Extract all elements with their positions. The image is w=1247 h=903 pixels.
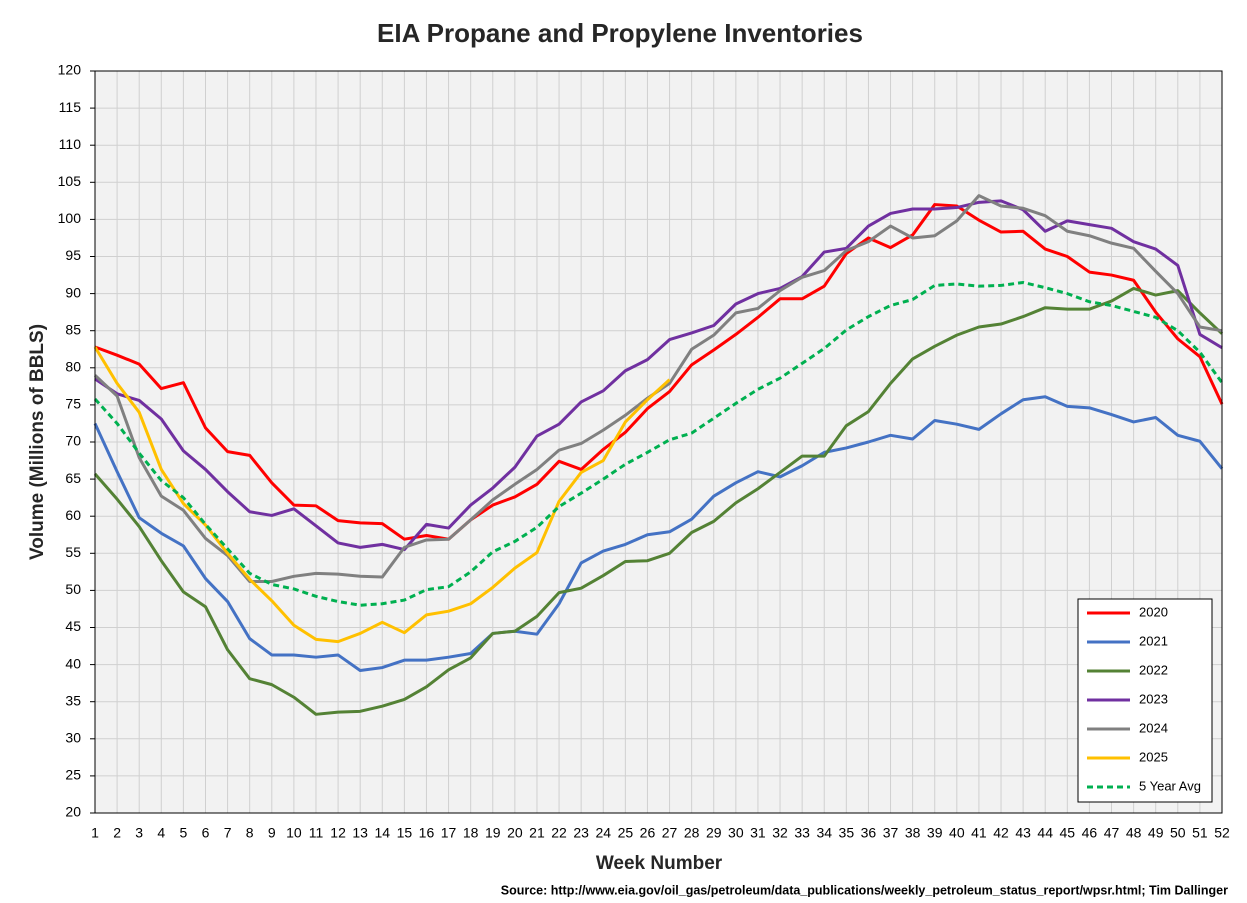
y-tick-label: 55 (65, 544, 81, 560)
y-tick-label: 105 (58, 173, 82, 189)
x-tick-label: 52 (1214, 825, 1230, 841)
series-line (93, 280, 1224, 607)
legend-label: 2023 (1139, 691, 1168, 706)
x-tick-label: 19 (485, 825, 501, 841)
x-tick-label: 21 (529, 825, 545, 841)
x-tick-label: 43 (1015, 825, 1031, 841)
x-tick-label: 42 (993, 825, 1009, 841)
series-line (93, 346, 671, 644)
x-tick-label: 7 (224, 825, 232, 841)
x-tick-label: 16 (419, 825, 435, 841)
x-tick-label: 10 (286, 825, 302, 841)
x-tick-label: 14 (374, 825, 390, 841)
x-tick-label: 4 (157, 825, 165, 841)
x-tick-label: 15 (397, 825, 413, 841)
grid (94, 70, 1223, 814)
y-tick-label: 100 (58, 210, 82, 226)
lines (93, 194, 1224, 716)
chart-title: EIA Propane and Propylene Inventories (377, 18, 863, 48)
y-tick-label: 115 (59, 99, 82, 115)
legend-label: 2020 (1139, 604, 1168, 619)
y-tick-label: 60 (65, 507, 81, 523)
x-tick-label: 48 (1126, 825, 1142, 841)
x-tick-label: 40 (949, 825, 965, 841)
x-tick-label: 12 (330, 825, 346, 841)
y-tick-label: 20 (65, 804, 81, 820)
x-tick-label: 25 (618, 825, 634, 841)
x-tick-label: 6 (202, 825, 210, 841)
y-tick-label: 120 (58, 62, 82, 78)
y-tick-label: 25 (65, 767, 81, 783)
x-tick-label: 44 (1037, 825, 1053, 841)
y-tick-label: 65 (65, 470, 81, 486)
series-line (94, 203, 1224, 541)
x-tick-label: 47 (1104, 825, 1120, 841)
legend-label: 5 Year Avg (1139, 778, 1201, 793)
x-tick-label: 45 (1060, 825, 1076, 841)
legend-label: 2025 (1139, 749, 1168, 764)
x-tick-label: 49 (1148, 825, 1164, 841)
x-tick-label: 9 (268, 825, 276, 841)
y-tick-label: 70 (65, 433, 81, 449)
y-tick-label: 45 (65, 618, 81, 634)
x-tick-label: 18 (463, 825, 479, 841)
y-tick-label: 85 (65, 321, 81, 337)
series-line (93, 286, 1224, 716)
x-tick-label: 23 (573, 825, 589, 841)
x-tick-label: 37 (883, 825, 899, 841)
x-tick-label: 5 (179, 825, 187, 841)
x-tick-label: 39 (927, 825, 943, 841)
y-tick-label: 110 (59, 136, 82, 152)
x-tick-label: 2 (113, 825, 121, 841)
series-line (94, 199, 1223, 552)
x-tick-label: 46 (1082, 825, 1098, 841)
y-tick-label: 95 (65, 247, 81, 263)
y-tick-label: 30 (65, 730, 81, 746)
legend-label: 2022 (1139, 662, 1168, 677)
x-tick-label: 41 (971, 825, 987, 841)
x-tick-label: 38 (905, 825, 921, 841)
x-tick-label: 27 (662, 825, 678, 841)
legend-label: 2024 (1139, 720, 1168, 735)
y-tick-label: 80 (65, 359, 81, 375)
series-line (93, 395, 1224, 673)
x-tick-label: 13 (352, 825, 368, 841)
y-axis-label: Volume (Millions of BBLS) (27, 324, 48, 560)
y-tick-label: 75 (65, 396, 81, 412)
x-tick-label: 8 (246, 825, 254, 841)
y-tick-label: 35 (65, 692, 81, 708)
y-tick-label: 50 (65, 581, 81, 597)
x-tick-label: 29 (706, 825, 722, 841)
x-tick-label: 3 (135, 825, 143, 841)
x-tick-label: 17 (441, 825, 457, 841)
x-tick-label: 26 (640, 825, 656, 841)
x-tick-label: 31 (750, 825, 766, 841)
legend-entries: 2020 2021 2022 2023 2024 2025 5 Year Avg (1087, 604, 1201, 793)
x-tick-label: 50 (1170, 825, 1186, 841)
x-tick-label: 28 (684, 825, 700, 841)
x-tick-label: 33 (794, 825, 810, 841)
y-tick-label: 40 (65, 655, 81, 671)
x-axis-label: Week Number (596, 853, 723, 874)
x-tick-label: 51 (1192, 825, 1208, 841)
x-tick-label: 24 (595, 825, 611, 841)
x-tick-label: 1 (91, 825, 99, 841)
x-tick-label: 35 (839, 825, 855, 841)
x-tick-label: 32 (772, 825, 788, 841)
x-tick-label: 11 (309, 825, 324, 841)
y-tick-label: 90 (65, 284, 81, 300)
source-note: Source: http://www.eia.gov/oil_gas/petro… (501, 883, 1228, 897)
legend-label: 2021 (1139, 633, 1168, 648)
x-tick-label: 20 (507, 825, 523, 841)
x-tick-label: 22 (551, 825, 567, 841)
x-tick-label: 34 (816, 825, 832, 841)
x-tick-label: 36 (861, 825, 877, 841)
x-tick-label: 30 (728, 825, 744, 841)
